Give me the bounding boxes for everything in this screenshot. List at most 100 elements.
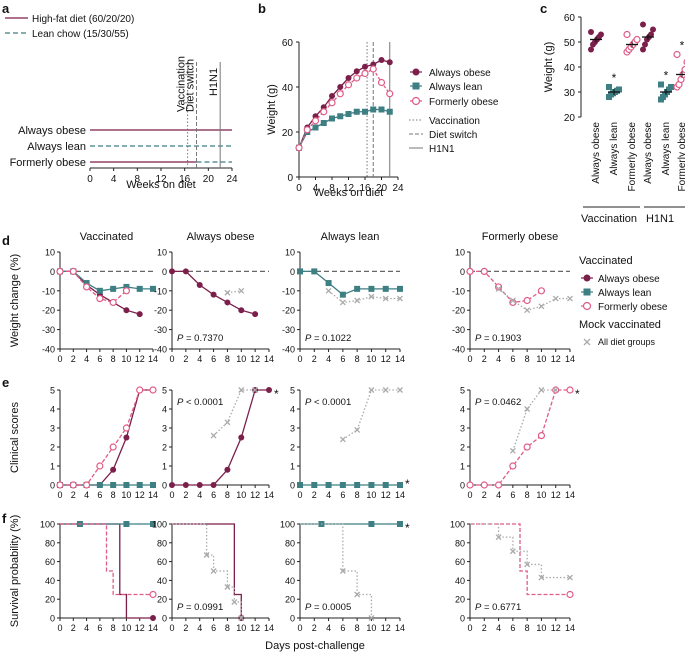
marker-formerly-obese — [96, 294, 104, 303]
marker-formerly-obese — [480, 267, 488, 275]
marker-formerly-obese — [122, 424, 131, 432]
c-y-tick-label: 20 — [564, 113, 576, 124]
b-x-tick-label: 12 — [343, 183, 355, 194]
f-y-tick-label: 20 — [157, 595, 167, 605]
d-x-tick-label: 6 — [510, 354, 515, 364]
b-x-tick-label: 4 — [313, 183, 319, 194]
e-y-tick-label: 1 — [50, 462, 55, 472]
marker-always-lean — [150, 482, 156, 488]
marker-formerly-obese — [377, 78, 386, 87]
d-y-tick-label: -20 — [282, 306, 295, 316]
d-p-value: P = 0.1022 — [305, 333, 351, 344]
d-p-value: P = 0.7370 — [177, 333, 223, 344]
marker-always-obese — [345, 75, 352, 81]
e-y-tick-label: 5 — [50, 386, 55, 396]
a-x-tick-label: 24 — [226, 174, 238, 185]
e-y-tick-label: 3 — [290, 424, 295, 434]
mock-x-stroke — [552, 295, 559, 302]
marker-always-lean — [362, 108, 368, 115]
b-legend-event-text: Diet switch — [429, 130, 477, 141]
e-significance-star: * — [274, 387, 279, 401]
d-x-tick-label: 6 — [211, 354, 216, 364]
marker-always-obese — [150, 615, 156, 621]
mock-x-stroke — [368, 387, 375, 393]
mock-x-stroke — [325, 287, 332, 294]
marker-mock — [325, 287, 332, 294]
mock-x-stroke — [210, 432, 217, 439]
mock-x-stroke — [368, 615, 375, 621]
d-y-tick-label: -40 — [154, 345, 167, 355]
marker-always-lean — [378, 106, 385, 113]
f-significance-star: * — [405, 521, 410, 535]
e-y-tick-label: 5 — [162, 386, 167, 396]
d-y-tick-label: -40 — [452, 345, 465, 355]
d-y-tick-label: -10 — [452, 286, 465, 296]
e-y-tick-label: 2 — [460, 443, 465, 453]
marker-formerly-obese — [566, 590, 574, 599]
a-group-label: Formerly obese — [10, 157, 86, 169]
f-series-line — [470, 523, 570, 596]
e-x-tick-label: 10 — [366, 490, 376, 500]
marker-always-obese — [386, 59, 393, 66]
marker-always-lean — [353, 108, 360, 115]
d-x-tick-label: 2 — [71, 354, 76, 364]
marker-always-lean — [397, 285, 403, 292]
b-x-tick-label: 0 — [296, 183, 302, 194]
marker-formerly-obese — [509, 462, 517, 470]
d-series-line — [227, 290, 242, 294]
marker-formerly-obese — [149, 590, 157, 599]
e-significance-star: * — [405, 477, 410, 491]
e-significance-star: * — [575, 387, 580, 401]
e-y-tick-label: 3 — [162, 424, 167, 434]
marker-always-obese — [196, 281, 203, 288]
e-x-tick-label: 14 — [565, 490, 575, 500]
marker-always-lean — [136, 482, 143, 488]
marker-mock — [368, 293, 375, 300]
marker-formerly-obese — [633, 35, 641, 44]
marker-formerly-obese — [328, 99, 336, 107]
f-y-tick-label: 80 — [455, 538, 465, 548]
f-y-tick-label: 80 — [285, 538, 295, 548]
panel-label-f: f — [2, 511, 7, 526]
mock-x-stroke — [567, 574, 573, 581]
f-y-tick-label: 20 — [45, 595, 55, 605]
a-event-label: H1N1 — [208, 68, 220, 96]
mock-x-stroke — [509, 447, 516, 454]
marker-formerly-obese — [69, 267, 77, 275]
marker-always-obese — [362, 63, 368, 70]
f-x-tick-label: 0 — [57, 623, 62, 633]
e-y-tick-label: 4 — [460, 405, 465, 415]
mock-x-stroke — [368, 293, 375, 300]
e-x-tick-label: 12 — [381, 490, 391, 500]
d-x-tick-label: 12 — [135, 354, 145, 364]
f-x-tick-label: 6 — [211, 623, 216, 633]
mock-x-stroke — [354, 426, 361, 433]
f-y-tick-label: 100 — [40, 520, 55, 530]
mock-x-stroke — [354, 591, 361, 598]
marker-always-obese — [650, 26, 656, 33]
f-y-tick-label: 100 — [450, 520, 465, 530]
d-x-tick-label: 10 — [121, 354, 131, 364]
marker-always-lean — [337, 113, 344, 120]
f-x-tick-label: 4 — [326, 623, 331, 633]
marker-always-lean — [96, 287, 103, 294]
mock-x-stroke — [397, 387, 403, 393]
marker-formerly-obese — [537, 432, 546, 440]
c-significance: * — [612, 71, 617, 85]
y-axis-label-e: Clinical scores — [9, 402, 21, 473]
marker-mock — [224, 584, 231, 590]
a-x-tick-label: 16 — [179, 174, 191, 185]
marker-mock — [368, 615, 375, 621]
mock-x-stroke — [382, 295, 389, 302]
mock-x-stroke — [231, 599, 238, 605]
marker-always-lean — [96, 482, 103, 488]
marker-always-obese — [252, 311, 259, 318]
marker-mock — [368, 387, 375, 393]
panel-label-b: b — [258, 1, 266, 16]
e-x-tick-label: 14 — [148, 490, 158, 500]
marker-always-lean — [658, 81, 664, 88]
e-x-tick-label: 12 — [250, 490, 260, 500]
marker-formerly-obese — [466, 267, 474, 275]
c-y-tick-label: 40 — [564, 63, 576, 74]
